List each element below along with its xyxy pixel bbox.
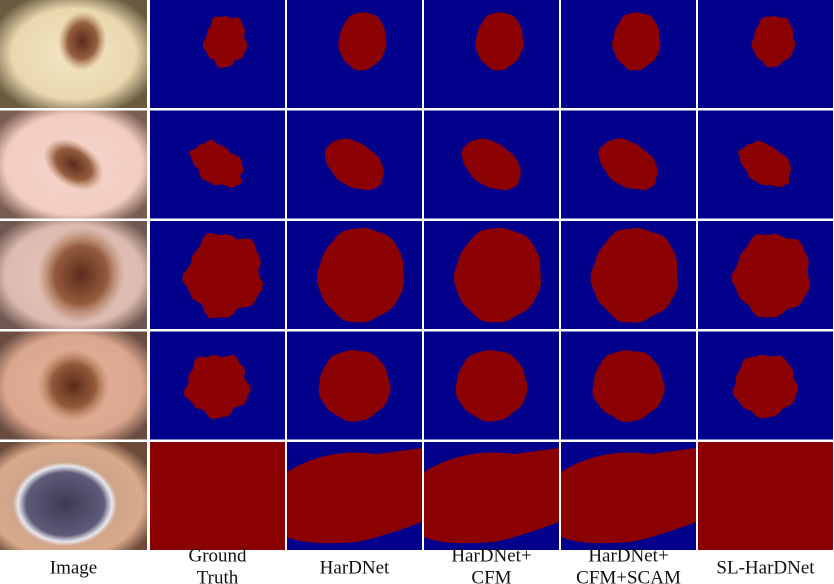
column-label: SL-HarDNet [716,557,815,578]
figure: ImageGroundTruthHarDNetHarDNet+CFMHarDNe… [0,0,834,584]
column-label: HarDNet+ [451,545,531,566]
column-label: HarDNet [320,557,390,578]
column-label: CFM+SCAM [576,567,681,584]
column-label: Image [50,557,97,578]
lesion [37,349,110,422]
image-grid [0,0,833,550]
column-label: Ground [188,545,247,566]
column-label: Truth [197,567,239,584]
column-label: HarDNet+ [588,545,668,566]
mask-region [150,442,285,550]
mask-region [424,448,559,543]
column-label: CFM [471,567,511,584]
lesion [13,462,117,546]
mask-region [561,448,696,543]
mask-region [287,448,422,543]
mask-region [698,442,833,550]
